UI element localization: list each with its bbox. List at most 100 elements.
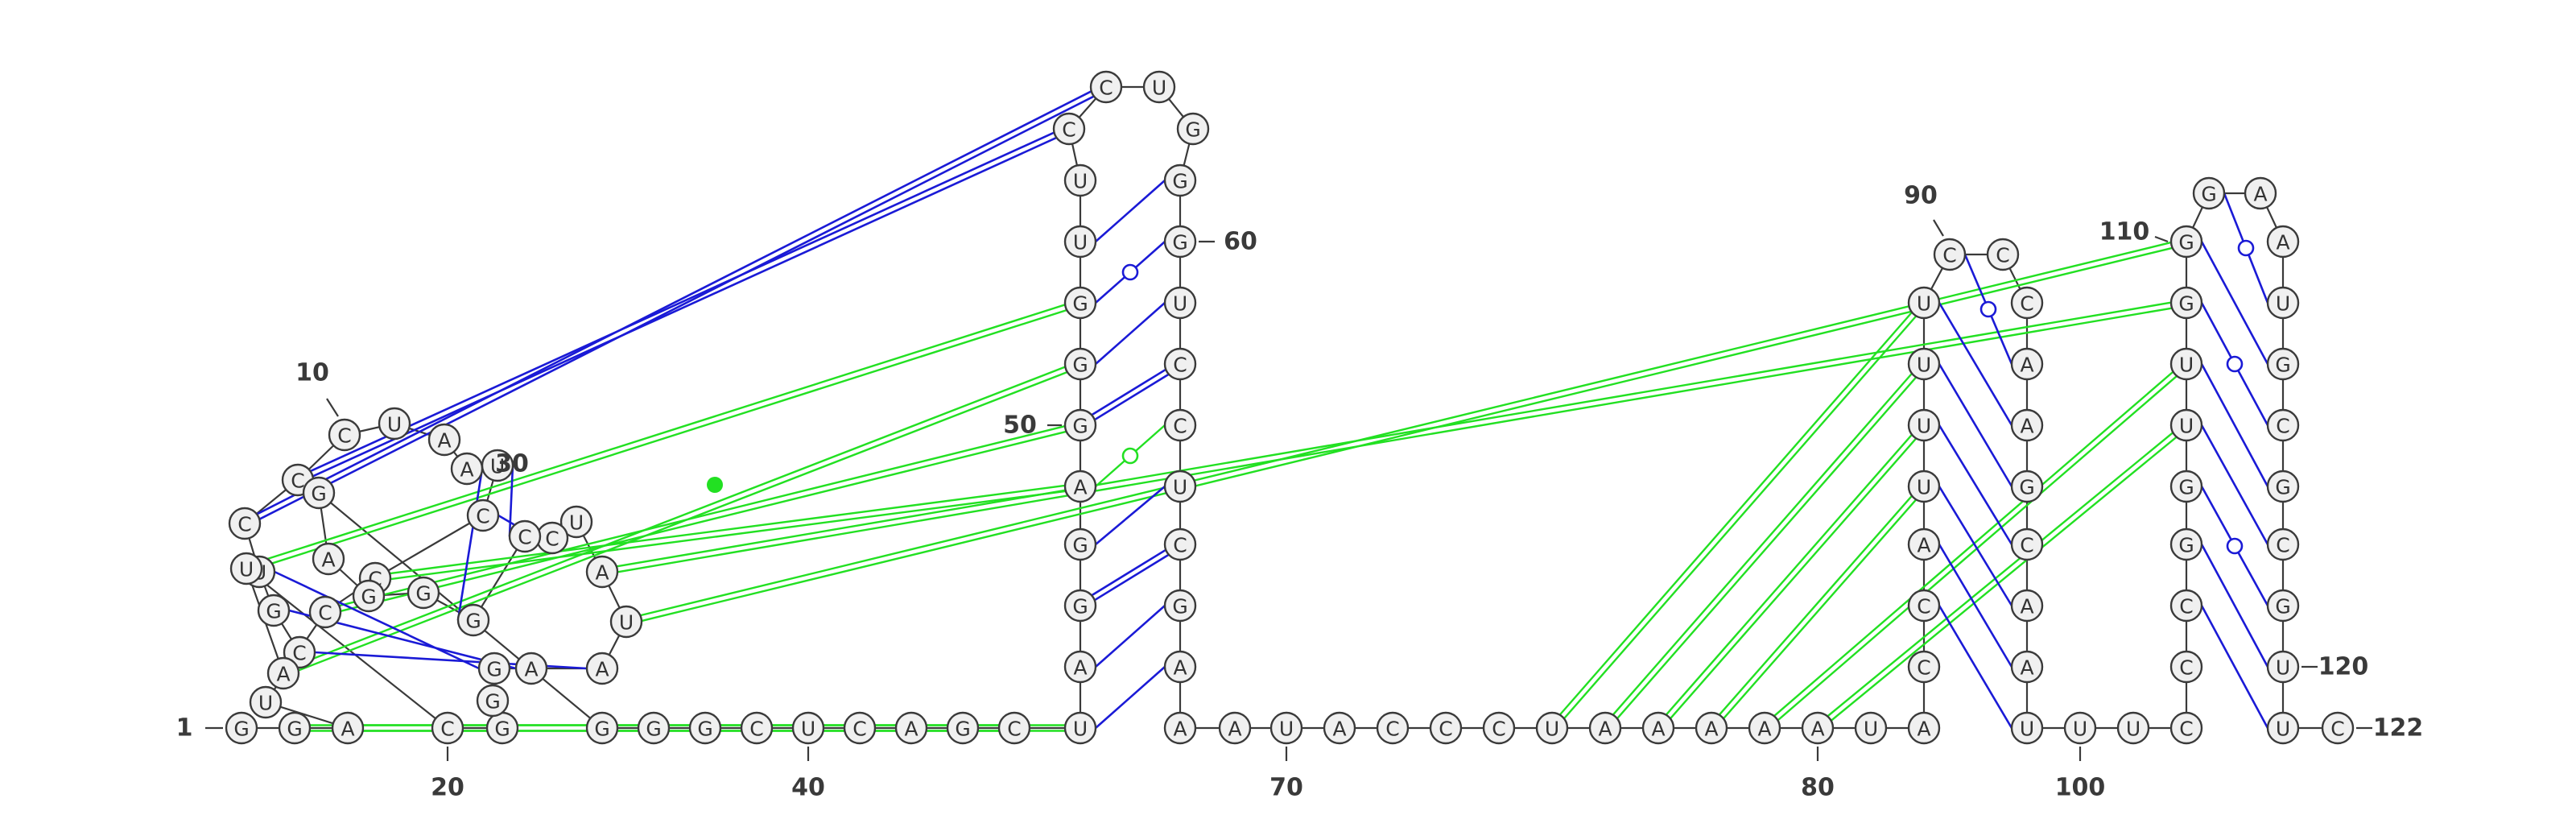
nucleotide-circle [2169, 408, 2203, 442]
nucleotide-letter: C [2179, 718, 2193, 741]
nucleotide-circle [1063, 347, 1097, 381]
pseudoknot-line [1563, 315, 1918, 719]
nucleotide-letter: G [311, 482, 326, 506]
base-pair-line [1938, 424, 2013, 545]
nucleotide-letter: A [1073, 656, 1087, 680]
nucleotide-circle [427, 423, 461, 457]
nucleotide-69: A [1218, 711, 1252, 745]
nucleotide-circle [476, 684, 510, 718]
nucleotide-circle [2010, 589, 2044, 623]
nucleotide-23: G [477, 652, 511, 685]
nucleotide-circle [1535, 711, 1569, 745]
pseudoknot-line [1831, 436, 2178, 722]
nucleotide-circle [2010, 470, 2044, 503]
nucleotide-circle [1854, 711, 1888, 745]
nucleotide-letter: A [2276, 231, 2289, 254]
nucleotide-letter: A [2020, 354, 2033, 377]
position-label-70: 70 [1269, 747, 1303, 802]
nucleotide-65: C [1163, 527, 1197, 561]
nucleotide-33: G [352, 579, 386, 613]
nucleotide-circle [378, 407, 411, 441]
nucleotide-24: A [514, 652, 548, 685]
nucleotide-letter: C [440, 718, 454, 741]
nucleotide-letter: U [2020, 718, 2034, 741]
nucleotide-15: C [466, 499, 500, 532]
nucleotide-letter: U [1864, 718, 1878, 741]
nucleotide-97: A [2010, 589, 2044, 623]
gu-pair-marker [1979, 300, 1997, 318]
nucleotide-circle [1063, 589, 1097, 623]
nucleotide-circle [1641, 711, 1675, 745]
nucleotide-circle [1142, 70, 1176, 104]
nucleotide-letter: C [292, 642, 306, 665]
nucleotide-letter: G [266, 600, 281, 623]
nucleotide-letter: A [437, 429, 451, 453]
nucleotide-91: C [1986, 238, 2020, 271]
nucleotide-2: G [278, 711, 312, 745]
nucleotide-12: A [427, 423, 461, 457]
nucleotide-79: A [1748, 711, 1781, 745]
nucleotide-46: A [1063, 650, 1097, 684]
nucleotide-45: U [1063, 711, 1097, 745]
nucleotide-circle [1163, 527, 1197, 561]
nucleotide-circle [2010, 650, 2044, 684]
position-label-110: 110 [2099, 218, 2169, 246]
nucleotide-circle [1695, 711, 1728, 745]
base-pair-line [2200, 544, 2269, 668]
nucleotide-letter: G [2178, 292, 2194, 316]
nucleotide-letter: G [1185, 118, 1200, 142]
nucleotide-letter: C [1007, 718, 1021, 741]
nucleotide-circle [1063, 650, 1097, 684]
gu-pair-marker [1121, 263, 1139, 281]
nucleotide-letter: A [1173, 718, 1187, 741]
position-label-1: 1 [176, 714, 223, 743]
nucleotide-circle [2266, 347, 2300, 381]
nucleotide-letter: G [1172, 170, 1187, 193]
nucleotide-37: G [637, 711, 671, 745]
pseudoknot-line [642, 246, 2173, 623]
nucleotide-letter: G [1172, 231, 1187, 254]
nucleotide-circle [1163, 163, 1197, 197]
base-pair-line [456, 468, 484, 621]
nucleotide-13: A [450, 452, 484, 486]
nucleotide-87: U [1907, 408, 1941, 442]
position-number: 20 [431, 774, 464, 802]
nucleotide-43: G [946, 711, 980, 745]
nucleotide-circle [1907, 470, 1941, 503]
nucleotide-letter: G [415, 582, 431, 606]
nucleotide-letter: C [518, 526, 531, 549]
nucleotide-73: C [1429, 711, 1463, 745]
nucleotide-letter: G [485, 690, 500, 714]
nucleotide-117: G [2266, 470, 2300, 503]
nucleotide-102: C [2169, 711, 2203, 745]
nucleotide-letter: C [545, 527, 559, 551]
nucleotide-1: G [225, 711, 258, 745]
nucleotide-letter: A [1757, 718, 1771, 741]
nucleotide-letter: G [2275, 595, 2290, 618]
nucleotide-27: A [585, 555, 619, 589]
nucleotide-letter: G [2275, 354, 2290, 377]
nucleotide-circle [1163, 650, 1197, 684]
nucleotide-94: A [2010, 408, 2044, 442]
nucleotide-circle [2169, 225, 2203, 259]
nucleotide-circle [2010, 347, 2044, 381]
nucleotide-circle [1482, 711, 1516, 745]
nucleotide-circle [2169, 347, 2203, 381]
nucleotide-67: A [1163, 650, 1197, 684]
nucleotide-letter: A [1917, 718, 1930, 741]
nucleotide-letter: G [1072, 354, 1088, 377]
nucleotide-circle [2010, 527, 2044, 561]
nucleotide-circle [791, 711, 825, 745]
nucleotide-letter: U [801, 718, 815, 741]
nucleotide-34: A [312, 542, 345, 576]
nucleotide-72: C [1376, 711, 1410, 745]
nucleotide-letter: U [569, 511, 584, 535]
nucleotide-letter: G [361, 585, 376, 609]
nucleotide-letter: A [460, 458, 473, 482]
nucleotide-letter: C [1099, 77, 1113, 100]
nucleotide-circle [1907, 527, 1941, 561]
gu-pair-marker [2226, 537, 2244, 555]
nucleotide-letter: U [1152, 77, 1166, 100]
nucleotide-circle [328, 418, 361, 452]
